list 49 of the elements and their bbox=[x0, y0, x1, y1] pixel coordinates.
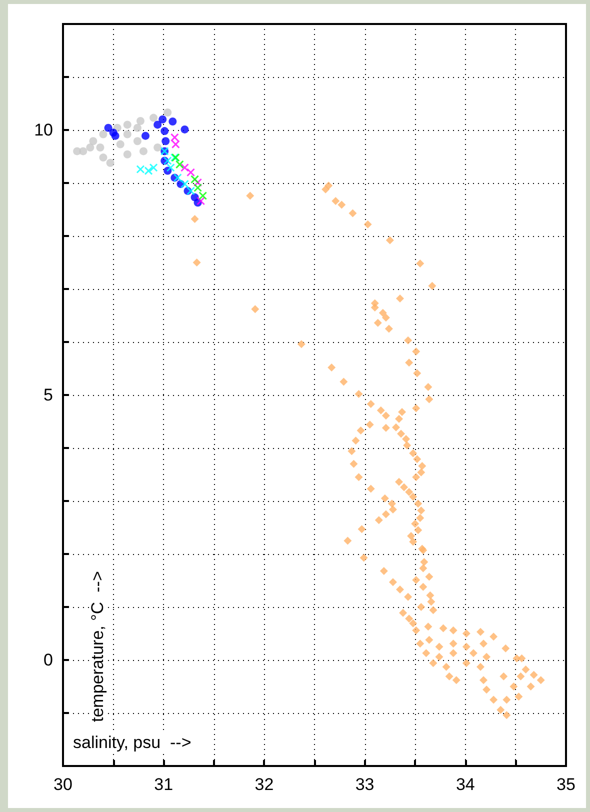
point bbox=[173, 173, 182, 182]
point bbox=[142, 132, 150, 140]
point bbox=[79, 147, 88, 156]
point bbox=[99, 154, 108, 162]
point bbox=[196, 196, 206, 206]
point bbox=[180, 125, 189, 134]
y-tick-label: 0 bbox=[44, 650, 53, 670]
point bbox=[154, 120, 162, 129]
point bbox=[123, 150, 132, 158]
point bbox=[162, 137, 170, 146]
point bbox=[139, 147, 148, 156]
point bbox=[89, 137, 98, 146]
point bbox=[160, 127, 169, 136]
y-tick-label: 5 bbox=[44, 386, 53, 404]
y-tick-label: 10 bbox=[34, 120, 53, 140]
y-axis-title: temperature, °C --> bbox=[88, 571, 107, 722]
point bbox=[186, 168, 196, 177]
point bbox=[180, 180, 189, 188]
x-axis-title: salinity, psu --> bbox=[73, 733, 192, 752]
point bbox=[136, 116, 144, 125]
x-tick-label: 32 bbox=[254, 775, 274, 794]
point bbox=[106, 158, 114, 167]
point bbox=[175, 160, 184, 169]
x-tick-label: 31 bbox=[154, 775, 174, 794]
point bbox=[86, 143, 94, 152]
point bbox=[116, 140, 124, 148]
point bbox=[150, 114, 158, 122]
x-tick-label: 35 bbox=[556, 775, 576, 794]
point bbox=[164, 108, 172, 117]
point bbox=[149, 163, 158, 172]
point bbox=[198, 191, 208, 200]
point bbox=[136, 164, 145, 174]
point bbox=[144, 166, 153, 176]
x-tick-label: 33 bbox=[355, 775, 374, 794]
point bbox=[96, 143, 104, 152]
x-tick-label: 30 bbox=[54, 775, 72, 794]
point bbox=[99, 130, 108, 138]
point bbox=[133, 137, 142, 146]
point bbox=[154, 143, 162, 152]
point bbox=[168, 118, 177, 126]
x-tick-label: 34 bbox=[456, 775, 475, 794]
point bbox=[180, 163, 189, 172]
point bbox=[123, 120, 132, 129]
point bbox=[104, 124, 112, 132]
point bbox=[186, 186, 196, 196]
point bbox=[158, 115, 167, 124]
point bbox=[133, 124, 142, 132]
point bbox=[111, 132, 120, 140]
point bbox=[123, 130, 132, 138]
